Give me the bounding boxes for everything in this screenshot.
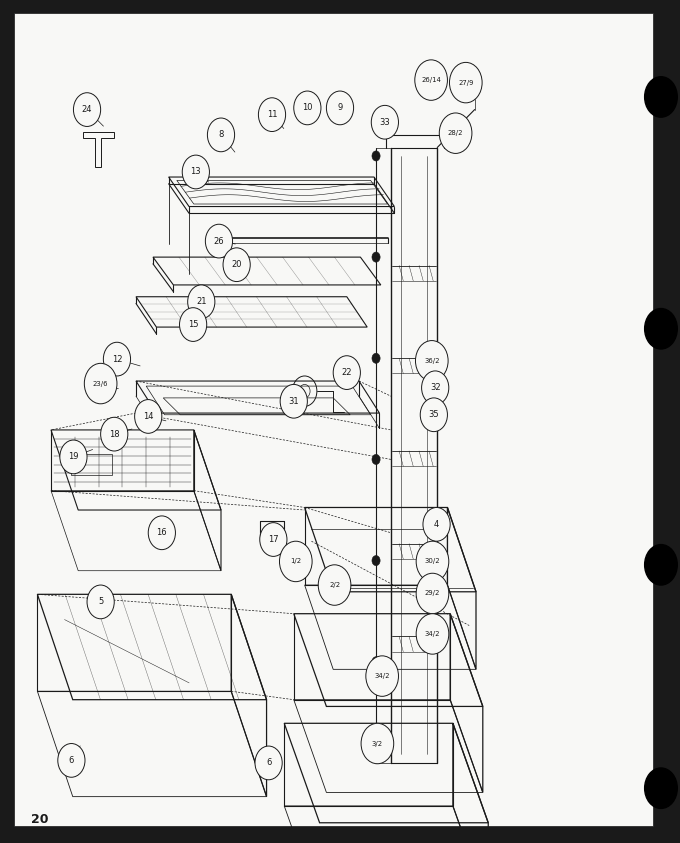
- Circle shape: [188, 285, 215, 319]
- Text: 24: 24: [82, 105, 92, 114]
- Circle shape: [372, 252, 380, 262]
- Text: 2/2: 2/2: [329, 582, 340, 588]
- Circle shape: [645, 768, 677, 808]
- Circle shape: [205, 224, 233, 258]
- Circle shape: [135, 400, 162, 433]
- Text: 17: 17: [268, 535, 279, 544]
- Text: 19: 19: [68, 453, 79, 461]
- Text: 20: 20: [31, 813, 48, 826]
- Circle shape: [372, 353, 380, 363]
- Circle shape: [73, 93, 101, 126]
- Text: 9: 9: [337, 104, 343, 112]
- Text: 8: 8: [218, 131, 224, 139]
- Circle shape: [318, 565, 351, 605]
- Circle shape: [366, 656, 398, 696]
- Text: 13: 13: [190, 168, 201, 176]
- Text: 5: 5: [98, 598, 103, 606]
- Circle shape: [372, 657, 380, 667]
- Text: 26: 26: [214, 237, 224, 245]
- Text: 4: 4: [434, 520, 439, 529]
- Text: 31: 31: [288, 397, 299, 405]
- Text: 29/2: 29/2: [425, 590, 440, 597]
- Text: 36/2: 36/2: [424, 357, 439, 364]
- Text: 28/2: 28/2: [448, 130, 463, 137]
- Text: 6: 6: [69, 756, 74, 765]
- Circle shape: [449, 62, 482, 103]
- Circle shape: [279, 541, 312, 582]
- Circle shape: [645, 545, 677, 585]
- Circle shape: [180, 308, 207, 341]
- Circle shape: [326, 91, 354, 125]
- Text: 12: 12: [112, 355, 122, 363]
- Circle shape: [416, 614, 449, 654]
- Circle shape: [84, 363, 117, 404]
- Text: 14: 14: [143, 412, 154, 421]
- Text: 3/2: 3/2: [372, 740, 383, 747]
- Text: 26/14: 26/14: [421, 77, 441, 83]
- Circle shape: [258, 98, 286, 132]
- Text: 6: 6: [266, 759, 271, 767]
- Circle shape: [416, 541, 449, 582]
- Circle shape: [223, 248, 250, 282]
- Text: 1/2: 1/2: [290, 558, 301, 565]
- Circle shape: [207, 118, 235, 152]
- Circle shape: [294, 91, 321, 125]
- Circle shape: [103, 342, 131, 376]
- Circle shape: [255, 746, 282, 780]
- Circle shape: [333, 356, 360, 389]
- Circle shape: [148, 516, 175, 550]
- Text: 22: 22: [341, 368, 352, 377]
- Text: 32: 32: [430, 384, 441, 392]
- Circle shape: [280, 384, 307, 418]
- Circle shape: [420, 398, 447, 432]
- Text: 11: 11: [267, 110, 277, 119]
- Circle shape: [372, 151, 380, 161]
- Text: 30/2: 30/2: [425, 558, 440, 565]
- Circle shape: [372, 556, 380, 566]
- Text: 34/2: 34/2: [425, 631, 440, 637]
- Text: 35: 35: [428, 411, 439, 419]
- Circle shape: [645, 77, 677, 117]
- Circle shape: [645, 309, 677, 349]
- Circle shape: [415, 341, 448, 381]
- Circle shape: [87, 585, 114, 619]
- Circle shape: [260, 523, 287, 556]
- Text: 15: 15: [188, 320, 199, 329]
- Text: 18: 18: [109, 430, 120, 438]
- Text: 34/2: 34/2: [375, 673, 390, 679]
- Text: 20: 20: [231, 260, 242, 269]
- Text: 21: 21: [196, 298, 207, 306]
- Circle shape: [361, 723, 394, 764]
- Circle shape: [439, 113, 472, 153]
- Circle shape: [423, 507, 450, 541]
- Circle shape: [422, 371, 449, 405]
- Text: 27/9: 27/9: [458, 79, 473, 86]
- Circle shape: [415, 60, 447, 100]
- Text: 10: 10: [302, 104, 313, 112]
- Text: 33: 33: [379, 118, 390, 126]
- Text: 16: 16: [156, 529, 167, 537]
- Circle shape: [372, 454, 380, 464]
- Circle shape: [101, 417, 128, 451]
- Circle shape: [60, 440, 87, 474]
- Circle shape: [371, 105, 398, 139]
- Circle shape: [182, 155, 209, 189]
- Circle shape: [58, 744, 85, 777]
- Circle shape: [416, 573, 449, 614]
- Bar: [71, 454, 112, 475]
- Text: 23/6: 23/6: [93, 380, 108, 387]
